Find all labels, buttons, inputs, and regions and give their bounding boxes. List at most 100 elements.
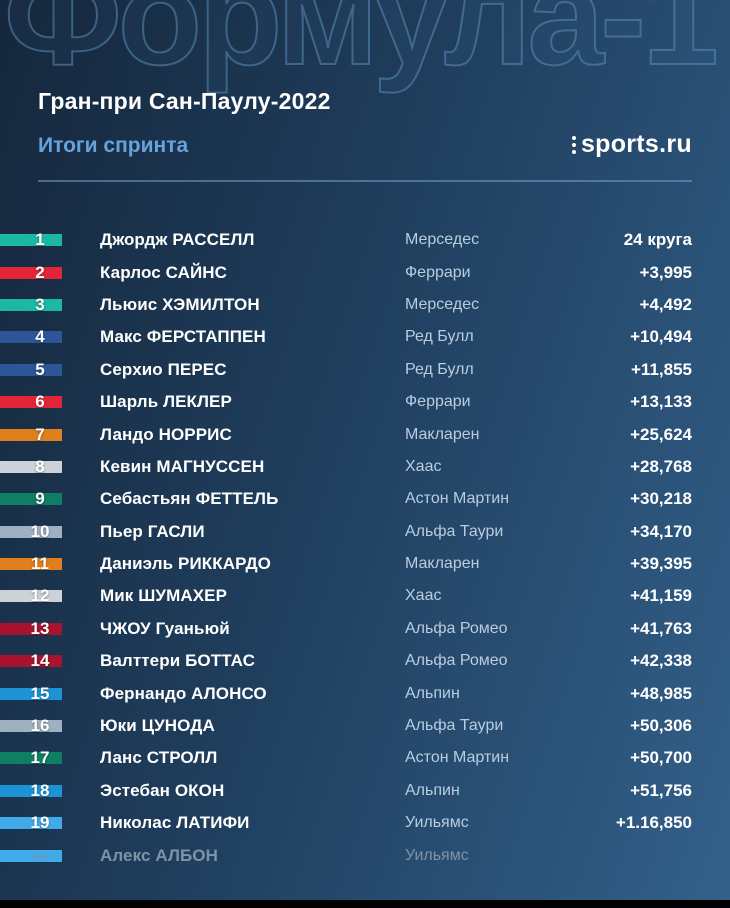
table-row: 2 Карлос САЙНС Феррари +3,995 <box>0 256 730 288</box>
position-label: 17 <box>30 748 50 768</box>
position-label: 14 <box>30 651 50 671</box>
gap-value: +25,624 <box>630 424 692 444</box>
team-name: Альфа Ромео <box>405 619 508 637</box>
driver-name: Себастьян ФЕТТЕЛЬ <box>100 489 279 509</box>
team-name: Мерседес <box>405 295 480 313</box>
gap-value: +41,763 <box>630 618 692 638</box>
driver-name: ЧЖОУ Гуаньюй <box>100 618 230 638</box>
driver-name: Николас ЛАТИФИ <box>100 813 250 833</box>
driver-name: Фернандо АЛОНСО <box>100 683 267 703</box>
position-label: 11 <box>31 554 49 574</box>
table-row: 8 Кевин МАГНУССЕН Хаас +28,768 <box>0 451 730 483</box>
position-label: 18 <box>30 780 50 800</box>
team-name: Хаас <box>405 457 442 475</box>
position-label: 9 <box>35 489 45 509</box>
header-divider <box>38 180 692 182</box>
team-color-bar <box>0 784 62 797</box>
gap-value: +30,218 <box>630 489 692 509</box>
position-label: 10 <box>30 521 50 541</box>
driver-name: Карлос САЙНС <box>100 262 228 282</box>
team-name: Альпин <box>405 781 460 799</box>
table-row: 18 Эстебан ОКОН Альпин +51,756 <box>0 775 730 807</box>
gap-value: +41,159 <box>630 586 692 606</box>
team-color-bar <box>0 752 62 765</box>
page-title: Гран-при Сан-Паулу-2022 <box>38 88 331 114</box>
table-row: 19 Николас ЛАТИФИ Уильямс +1.16,850 <box>0 807 730 839</box>
team-color-bar <box>0 298 62 311</box>
team-color-bar <box>0 849 62 862</box>
team-name: Феррари <box>405 393 471 411</box>
team-color-bar <box>0 558 62 571</box>
position-label: 6 <box>35 392 45 412</box>
team-name: Астон Мартин <box>405 490 510 508</box>
driver-name: Серхио ПЕРЕС <box>100 359 227 379</box>
position-label: 13 <box>30 618 50 638</box>
driver-name: Алекс АЛБОН <box>100 845 218 865</box>
position-label: — <box>31 845 49 865</box>
position-label: 19 <box>30 813 50 833</box>
gap-value: +10,494 <box>630 327 692 347</box>
team-color-bar <box>0 493 62 506</box>
table-row: 17 Ланс СТРОЛЛ Астон Мартин +50,700 <box>0 742 730 774</box>
results-table: 1 Джордж РАССЕЛЛ Мерседес 24 круга 2 Кар… <box>0 224 730 872</box>
table-row: 6 Шарль ЛЕКЛЕР Феррари +13,133 <box>0 386 730 418</box>
table-row: 11 Даниэль РИККАРДО Макларен +39,395 <box>0 548 730 580</box>
team-color-bar <box>0 720 62 733</box>
table-row: 14 Валттери БОТТАС Альфа Ромео +42,338 <box>0 645 730 677</box>
gap-value: +50,306 <box>630 716 692 736</box>
team-color-bar <box>0 622 62 635</box>
position-label: 5 <box>35 359 45 379</box>
position-label: 12 <box>30 586 50 606</box>
driver-name: Джордж РАССЕЛЛ <box>100 230 255 250</box>
team-color-bar <box>0 687 62 700</box>
team-name: Альфа Таури <box>405 717 504 735</box>
gap-value: +34,170 <box>630 521 692 541</box>
team-color-bar <box>0 428 62 441</box>
team-name: Хаас <box>405 587 442 605</box>
logo-dots-icon <box>571 135 576 154</box>
gap-value: +50,700 <box>630 748 692 768</box>
position-label: 4 <box>35 327 45 347</box>
team-color-bar <box>0 590 62 603</box>
table-row: 4 Макс ФЕРСТАППЕН Ред Булл +10,494 <box>0 321 730 353</box>
position-label: 3 <box>35 294 45 314</box>
team-color-bar <box>0 363 62 376</box>
driver-name: Даниэль РИККАРДО <box>100 554 272 574</box>
position-label: 1 <box>35 230 45 250</box>
table-row: 10 Пьер ГАСЛИ Альфа Таури +34,170 <box>0 516 730 548</box>
gap-value: +1.16,850 <box>615 813 692 833</box>
gap-value: +51,756 <box>630 780 692 800</box>
table-row: 15 Фернандо АЛОНСО Альпин +48,985 <box>0 677 730 709</box>
team-color-bar <box>0 817 62 830</box>
team-name: Альфа Таури <box>405 522 504 540</box>
table-row: 5 Серхио ПЕРЕС Ред Булл +11,855 <box>0 354 730 386</box>
gap-value: +39,395 <box>630 554 692 574</box>
team-color-bar <box>0 525 62 538</box>
table-row: 9 Себастьян ФЕТТЕЛЬ Астон Мартин +30,218 <box>0 483 730 515</box>
gap-value: 24 круга <box>623 230 692 250</box>
team-color-bar <box>0 266 62 279</box>
team-name: Ред Булл <box>405 328 474 346</box>
gap-value: +3,995 <box>639 262 692 282</box>
driver-name: Юки ЦУНОДА <box>100 716 215 736</box>
driver-name: Валттери БОТТАС <box>100 651 255 671</box>
watermark-text: Формула-1 <box>3 0 720 94</box>
table-row: 16 Юки ЦУНОДА Альфа Таури +50,306 <box>0 710 730 742</box>
team-name: Мерседес <box>405 231 480 249</box>
team-color-bar <box>0 460 62 473</box>
gap-value: +13,133 <box>630 392 692 412</box>
team-name: Макларен <box>405 425 480 443</box>
driver-name: Макс ФЕРСТАППЕН <box>100 327 266 347</box>
table-row: 13 ЧЖОУ Гуаньюй Альфа Ромео +41,763 <box>0 613 730 645</box>
gap-value: +48,985 <box>630 683 692 703</box>
driver-name: Кевин МАГНУССЕН <box>100 456 265 476</box>
table-row: 7 Ландо НОРРИС Макларен +25,624 <box>0 418 730 450</box>
driver-name: Пьер ГАСЛИ <box>100 521 205 541</box>
team-color-bar <box>0 655 62 668</box>
table-row: — Алекс АЛБОН Уильямс <box>0 839 730 871</box>
driver-name: Мик ШУМАХЕР <box>100 586 228 606</box>
table-row: 12 Мик ШУМАХЕР Хаас +41,159 <box>0 580 730 612</box>
sports-ru-logo: sports.ru <box>571 130 692 159</box>
team-name: Астон Мартин <box>405 749 510 767</box>
